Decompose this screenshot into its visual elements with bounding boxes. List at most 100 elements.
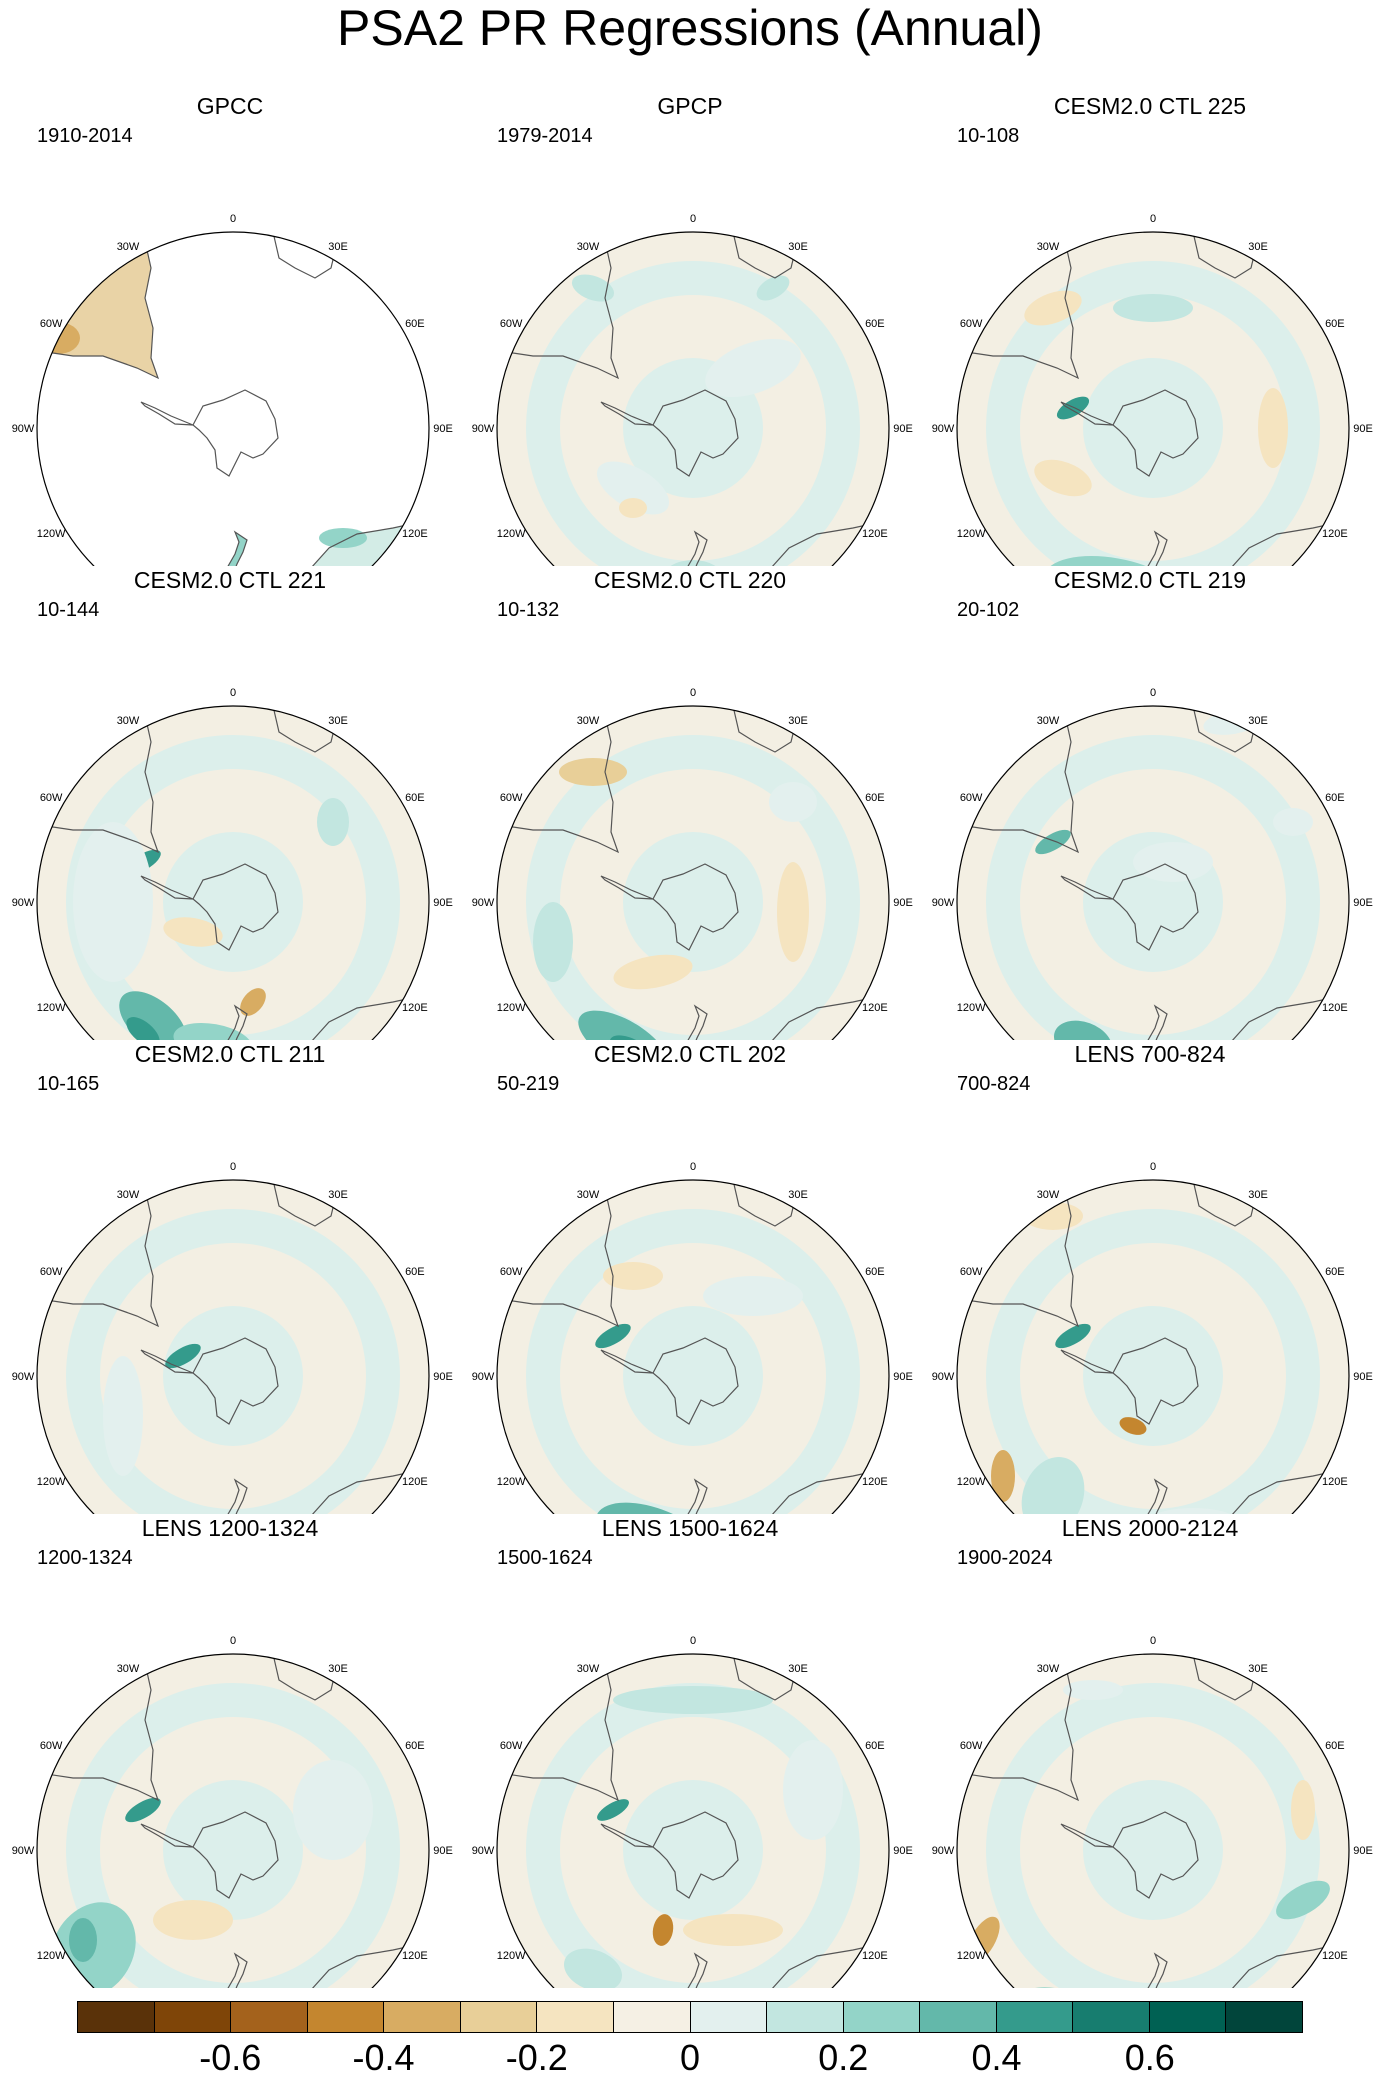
anomaly-patch [683,1914,783,1946]
longitude-label: 90W [472,1371,495,1383]
panel-year-range: 1200-1324 [37,1547,133,1569]
map-panel: CESM2.0 CTL 221030E60E90E120E150E180150W… [0,566,460,1040]
colorbar-swatch [384,2002,461,2032]
longitude-label: 120W [497,528,526,540]
longitude-label: 60E [405,1740,425,1752]
colorbar-label: -0.2 [505,2037,568,2078]
polar-map: 030E60E90E120E150E180150W120W90W60W30W [12,1635,453,1988]
map-panel: LENS 1200-1324030E60E90E120E150E180150W1… [0,1514,460,1988]
anomaly-patch [1034,459,1092,497]
anomaly-patch [1063,1680,1123,1700]
anomaly-patch [603,1262,663,1290]
anomaly-patch [652,1914,674,1946]
longitude-label: 120W [957,1950,986,1962]
anomaly-patch [1024,290,1082,326]
longitude-label: 60W [960,1266,983,1278]
polar-map: 030E60E90E120E150E180150W120W90W60W30W [472,1635,913,1988]
anomaly-patch [163,917,223,947]
anomaly-patch [613,954,693,990]
polar-map: 030E60E90E120E150E180150W120W90W60W30W [472,213,913,566]
map-panel: CESM2.0 CTL 220030E60E90E120E150E180150W… [460,566,920,1040]
longitude-label: 120W [497,1950,526,1962]
colorbar-swatch [537,2002,614,2032]
longitude-label: 120E [1322,1950,1348,1962]
map-boundary [956,1179,1350,1514]
longitude-label: 120E [1322,528,1348,540]
longitude-label: 90W [12,897,35,909]
longitude-label: 60W [40,318,63,330]
longitude-label: 90E [1353,1845,1373,1857]
polar-map: 030E60E90E120E150E180150W120W90W60W30W [12,213,453,566]
anomaly-patch [597,1799,629,1821]
longitude-label: 30W [577,715,600,727]
map-panel: CESM2.0 CTL 225030E60E90E120E150E180150W… [920,92,1380,566]
colorbar-swatch [231,2002,308,2032]
longitude-label: 90W [472,897,495,909]
polar-map: 030E60E90E120E150E180150W120W90W60W30W [12,1161,453,1514]
longitude-label: 60E [405,318,425,330]
anomaly-patch [1056,396,1090,420]
polar-map: 030E60E90E120E150E180150W120W90W60W30W [472,687,913,1040]
longitude-label: 90W [12,1845,35,1857]
longitude-label: 30E [788,715,808,727]
anomaly-patch [165,1343,201,1369]
figure-title: PSA2 PR Regressions (Annual) [337,0,1043,56]
longitude-label: 60E [865,1740,885,1752]
anomaly-patch [613,1686,773,1714]
anomaly-patch [1276,1880,1330,1920]
colorbar-label: 0.2 [818,2037,869,2078]
longitude-label: 30W [1037,1189,1060,1201]
panel-year-range: 1500-1624 [497,1547,593,1569]
map-panel: GPCC030E60E90E120E150E180150W120W90W60W3… [0,92,460,566]
longitude-label: 120W [497,1476,526,1488]
longitude-label: 90E [893,897,913,909]
panel-year-range: 10-132 [497,599,560,621]
longitude-label: 60E [1325,1740,1345,1752]
longitude-label: 30W [577,1663,600,1675]
longitude-label: 120W [957,1002,986,1014]
longitude-label: 90E [433,1845,453,1857]
anomaly-patch [119,991,187,1040]
anomaly-patch [1119,1417,1147,1435]
anomaly-patch [317,798,349,846]
longitude-label: 120E [402,1476,428,1488]
panel-title: GPCC [196,93,264,119]
map-panel: CESM2.0 CTL 211030E60E90E120E150E180150W… [0,1040,460,1514]
anomaly-patch [563,1948,623,1988]
panel-title: CESM2.0 CTL 219 [1053,567,1247,593]
longitude-label: 90E [1353,423,1373,435]
longitude-label: 30W [577,1189,600,1201]
map-boundary [956,231,1350,566]
longitude-label: 60W [500,318,523,330]
colorbar-label: -0.6 [199,2037,262,2078]
longitude-label: 90E [893,1845,913,1857]
colorbar-swatch [1073,2002,1150,2032]
panel-title: CESM2.0 CTL 221 [133,567,327,593]
polar-map: 030E60E90E120E150E180150W120W90W60W30W [932,1635,1373,1988]
longitude-label: 60E [1325,1266,1345,1278]
panel-year-range: 700-824 [957,1073,1031,1095]
colorbar-swatch [843,2002,921,2032]
longitude-label: 60E [405,792,425,804]
colorbar-swatch [154,2002,232,2032]
longitude-label: 0 [690,1161,696,1173]
anomaly-patch [1273,808,1313,836]
longitude-label: 120W [497,1002,526,1014]
panel-title: LENS 1500-1624 [601,1515,779,1541]
map-boundary [496,231,890,566]
longitude-label: 60W [960,1740,983,1752]
anomaly-patch [619,498,647,518]
colorbar-label: 0.4 [971,2037,1022,2078]
longitude-label: 30W [117,241,140,253]
longitude-label: 30W [117,1663,140,1675]
longitude-label: 90E [433,423,453,435]
map-panel: GPCP030E60E90E120E150E180150W120W90W60W3… [460,92,920,566]
longitude-label: 90W [932,1371,955,1383]
anomaly-patch [153,1900,233,1940]
colorbar-swatch [78,2002,155,2032]
polar-map: 030E60E90E120E150E180150W120W90W60W30W [472,1161,913,1514]
longitude-label: 90E [1353,897,1373,909]
anomaly-patch [1258,388,1288,468]
anomaly-patch [1291,1780,1315,1840]
longitude-label: 60E [865,792,885,804]
